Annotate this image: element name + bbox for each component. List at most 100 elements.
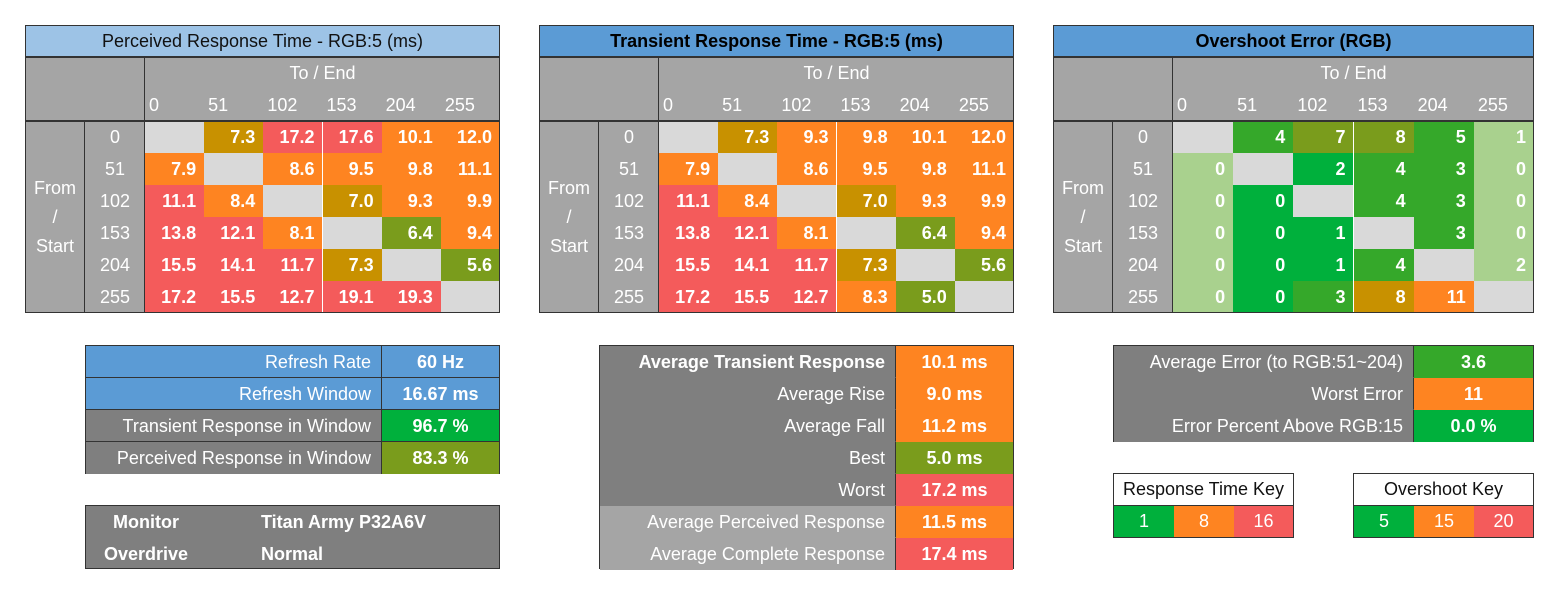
y-tick-label: 153 xyxy=(1127,223,1159,243)
heatmap-cell: 2 xyxy=(1293,153,1354,185)
average-label: Average Fall xyxy=(600,410,896,442)
x-tick-label: 255 xyxy=(444,95,475,115)
y-tick-label: 102 xyxy=(1127,191,1159,211)
heatmap-cell: 9.5 xyxy=(322,153,382,185)
heatmap-cell: 17.2 xyxy=(659,281,719,313)
heatmap-cell: 11.1 xyxy=(145,185,205,217)
y-tick-label: 0 xyxy=(1137,127,1148,147)
error-label: Worst Error xyxy=(1114,378,1414,410)
y-axis-label-part: Start xyxy=(1063,235,1102,256)
key-swatch: 20 xyxy=(1474,506,1533,537)
heatmap-cell: 8 xyxy=(1353,121,1414,153)
heatmap-cell: 8.4 xyxy=(204,185,264,217)
table-row: Average Transient Response 10.1 ms xyxy=(600,346,1013,378)
heatmap-cell: 0 xyxy=(1233,281,1294,313)
x-tick-label: 204 xyxy=(899,95,930,115)
heatmap-cell: 12.1 xyxy=(718,217,778,249)
refresh-value: 16.67 ms xyxy=(382,378,499,410)
y-axis-label-part: / xyxy=(1080,206,1086,227)
heatmap-cell: 7.3 xyxy=(718,121,778,153)
heatmap-cell: 9.8 xyxy=(895,153,955,185)
transient-response-heatmap: Transient Response Time - RGB:5 (ms) To /… xyxy=(539,25,1014,314)
heatmap-cell: 11.1 xyxy=(440,153,500,185)
x-tick-label: 0 xyxy=(1177,95,1188,115)
heatmap-cell: 5 xyxy=(1413,121,1474,153)
y-axis-label-part: Start xyxy=(35,235,74,256)
table-row: Average Fall 11.2 ms xyxy=(600,410,1013,442)
heatmap-cell: 0 xyxy=(1173,185,1234,217)
heatmap-cell: 4 xyxy=(1353,185,1414,217)
heatmap-cell: 7.0 xyxy=(322,185,382,217)
heatmap-cell: 5.6 xyxy=(954,249,1014,281)
heatmap-cell: 11 xyxy=(1413,281,1474,313)
heatmap-cell: 11.7 xyxy=(263,249,323,281)
heatmap-cell: 9.8 xyxy=(836,121,896,153)
heatmap-cell: 19.1 xyxy=(322,281,382,313)
heatmap-cell: 13.8 xyxy=(145,217,205,249)
heatmap-cell: 4 xyxy=(1353,249,1414,281)
y-tick-label: 102 xyxy=(99,191,131,211)
y-tick-label: 51 xyxy=(104,159,126,179)
average-label: Average Perceived Response xyxy=(600,506,896,538)
y-tick-label: 153 xyxy=(99,223,131,243)
heatmap-cell: 4 xyxy=(1353,153,1414,185)
y-tick-label: 255 xyxy=(1127,287,1159,307)
y-tick-label: 204 xyxy=(613,255,645,275)
heatmap-cell: 1 xyxy=(1293,217,1354,249)
average-label: Best xyxy=(600,442,896,474)
x-tick-label: 102 xyxy=(1297,95,1328,115)
x-tick-label: 153 xyxy=(840,95,871,115)
refresh-label: Transient Response in Window xyxy=(86,410,382,442)
heatmap-diagonal-cell xyxy=(836,217,896,249)
heatmap-cell: 15.5 xyxy=(718,281,778,313)
y-tick-label: 204 xyxy=(1127,255,1159,275)
heatmap-cell: 8.6 xyxy=(263,153,323,185)
average-value: 5.0 ms xyxy=(896,442,1013,474)
refresh-label: Perceived Response in Window xyxy=(86,442,382,474)
table-row: Refresh Window 16.67 ms xyxy=(86,378,499,410)
heatmap-cell: 7.9 xyxy=(145,153,205,185)
x-tick-label: 0 xyxy=(663,95,674,115)
y-axis-label: From / Start xyxy=(25,121,85,313)
heatmap-cell: 15.5 xyxy=(145,249,205,281)
table-row: Refresh Rate 60 Hz xyxy=(86,346,499,378)
chart-title: Transient Response Time - RGB:5 (ms) xyxy=(539,25,1014,57)
monitor-value: Normal xyxy=(261,544,324,564)
average-value: 9.0 ms xyxy=(896,378,1013,410)
x-tick-label: 204 xyxy=(385,95,416,115)
x-axis-label: To / End xyxy=(803,63,870,83)
perceived-response-heatmap: Perceived Response Time - RGB:5 (ms) To /… xyxy=(25,25,500,314)
heatmap-cell: 8.6 xyxy=(777,153,837,185)
average-label: Average Rise xyxy=(600,378,896,410)
heatmap-cell: 6.4 xyxy=(381,217,441,249)
heatmap-cell: 17.6 xyxy=(322,121,382,153)
y-axis-label: From / Start xyxy=(1053,121,1113,313)
y-tick-label: 204 xyxy=(99,255,131,275)
x-tick-label: 204 xyxy=(1417,95,1448,115)
heatmap-diagonal-cell xyxy=(1413,249,1474,281)
y-axis-label-part: / xyxy=(52,206,58,227)
monitor-info-table: Monitor Titan Army P32A6V Overdrive Normal xyxy=(85,505,500,569)
heatmap-diagonal-cell xyxy=(1173,121,1234,153)
heatmap-cell: 3 xyxy=(1413,217,1474,249)
heatmap-cell: 13.8 xyxy=(659,217,719,249)
x-tick-label: 51 xyxy=(1237,95,1258,115)
average-value: 17.4 ms xyxy=(896,538,1013,570)
table-row: Average Complete Response 17.4 ms xyxy=(600,538,1013,570)
row-label-background xyxy=(539,121,659,313)
axis-background xyxy=(25,57,500,121)
monitor-value: Titan Army P32A6V xyxy=(261,512,427,532)
table-row: Average Rise 9.0 ms xyxy=(600,378,1013,410)
heatmap-cell: 7 xyxy=(1293,121,1354,153)
y-tick-label: 255 xyxy=(99,287,131,307)
heatmap-cell: 12.0 xyxy=(440,121,500,153)
heatmap-cell: 0 xyxy=(1173,217,1234,249)
heatmap-diagonal-cell xyxy=(322,217,382,249)
key-swatch: 16 xyxy=(1234,506,1293,537)
heatmap-diagonal-cell xyxy=(954,281,1014,313)
heatmap-cell: 12.0 xyxy=(954,121,1014,153)
response-time-key: Response Time Key 1 8 16 xyxy=(1113,473,1294,538)
heatmap-diagonal-cell xyxy=(204,153,264,185)
average-value: 11.2 ms xyxy=(896,410,1013,442)
x-tick-label: 0 xyxy=(149,95,160,115)
